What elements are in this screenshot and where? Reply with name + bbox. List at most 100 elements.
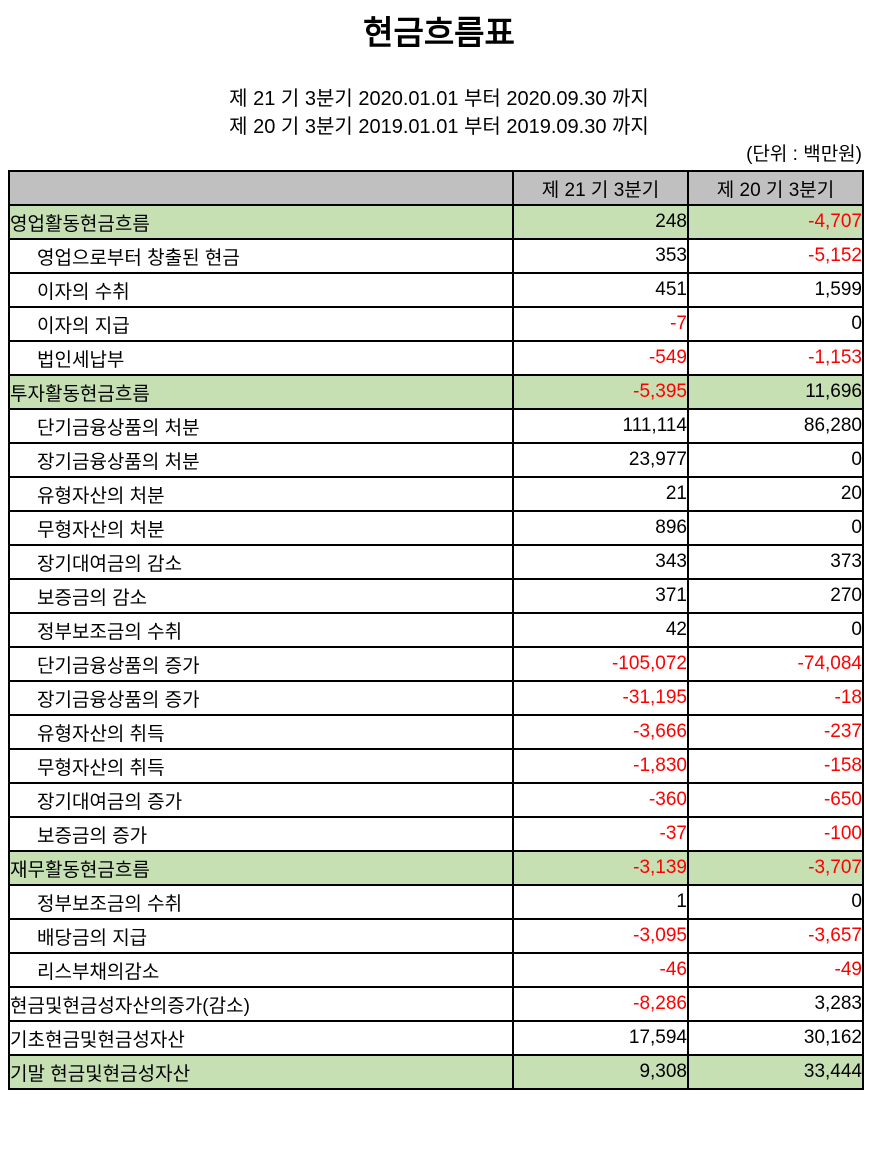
row-value-period-20: 0: [687, 306, 864, 342]
row-value-period-21: -7: [512, 306, 689, 342]
table-body: 영업활동현금흐름 248 -4,707 영업으로부터 창출된 현금 353 -5,152 이…: [8, 204, 864, 1090]
row-label: 단기금융상품의 처분: [8, 408, 514, 444]
row-value-period-20: 0: [687, 510, 864, 546]
row-value-period-21: 42: [512, 612, 689, 648]
row-value-period-20: -650: [687, 782, 864, 818]
row-value-period-21: 353: [512, 238, 689, 274]
row-label: 정부보조금의 수취: [8, 884, 514, 920]
row-value-period-21: -5,395: [512, 374, 689, 410]
report-period-line-1: 제 21 기 3분기 2020.01.01 부터 2020.09.30 까지: [229, 88, 649, 110]
row-value-period-20: 0: [687, 442, 864, 478]
row-value-period-21: -3,666: [512, 714, 689, 750]
row-value-period-21: 111,114: [512, 408, 689, 444]
cash-flow-table: 제 21 기 3분기 제 20 기 3분기 영업활동현금흐름 248 -4,707 영…: [8, 170, 864, 1090]
row-label: 유형자산의 취득: [8, 714, 514, 750]
row-value-period-21: 896: [512, 510, 689, 546]
table-row: 법인세납부 -549 -1,153: [8, 340, 864, 376]
row-value-period-20: -3,707: [687, 850, 864, 886]
row-label: 무형자산의 취득: [8, 748, 514, 784]
col-header-period-21: 제 21 기 3분기: [512, 170, 689, 206]
row-value-period-21: -360: [512, 782, 689, 818]
table-row: 장기대여금의 증가 -360 -650: [8, 782, 864, 818]
table-row: 장기금융상품의 증가 -31,195 -18: [8, 680, 864, 716]
row-label: 단기금융상품의 증가: [8, 646, 514, 682]
table-row: 리스부채의감소 -46 -49: [8, 952, 864, 988]
unit-note: (단위 : 백만원): [746, 144, 862, 165]
row-label: 법인세납부: [8, 340, 514, 376]
table-row: 단기금융상품의 증가 -105,072 -74,084: [8, 646, 864, 682]
report-periods: 제 21 기 3분기 2020.01.01 부터 2020.09.30 까지 제…: [0, 85, 878, 141]
row-value-period-20: -49: [687, 952, 864, 988]
row-value-period-21: 21: [512, 476, 689, 512]
table-row: 보증금의 감소 371 270: [8, 578, 864, 614]
row-value-period-21: -549: [512, 340, 689, 376]
row-value-period-21: 371: [512, 578, 689, 614]
row-value-period-21: -8,286: [512, 986, 689, 1022]
row-label: 기초현금및현금성자산: [8, 1020, 514, 1056]
row-value-period-21: 343: [512, 544, 689, 580]
table-row: 기초현금및현금성자산 17,594 30,162: [8, 1020, 864, 1056]
row-value-period-20: -158: [687, 748, 864, 784]
row-value-period-20: 373: [687, 544, 864, 580]
row-value-period-20: 0: [687, 884, 864, 920]
row-value-period-21: -1,830: [512, 748, 689, 784]
row-label: 이자의 지급: [8, 306, 514, 342]
row-value-period-21: -105,072: [512, 646, 689, 682]
row-value-period-21: -3,139: [512, 850, 689, 886]
row-value-period-20: 20: [687, 476, 864, 512]
table-row: 영업활동현금흐름 248 -4,707: [8, 204, 864, 240]
row-value-period-20: -4,707: [687, 204, 864, 240]
row-value-period-20: -237: [687, 714, 864, 750]
table-row: 무형자산의 처분 896 0: [8, 510, 864, 546]
row-value-period-20: 33,444: [687, 1054, 864, 1090]
table-row: 영업으로부터 창출된 현금 353 -5,152: [8, 238, 864, 274]
table-row: 기말 현금및현금성자산 9,308 33,444: [8, 1054, 864, 1090]
row-label: 유형자산의 처분: [8, 476, 514, 512]
table-row: 재무활동현금흐름 -3,139 -3,707: [8, 850, 864, 886]
table-row: 이자의 지급 -7 0: [8, 306, 864, 342]
row-label: 보증금의 증가: [8, 816, 514, 852]
row-value-period-21: 17,594: [512, 1020, 689, 1056]
row-value-period-20: 1,599: [687, 272, 864, 308]
table-row: 보증금의 증가 -37 -100: [8, 816, 864, 852]
table-row: 정부보조금의 수취 42 0: [8, 612, 864, 648]
row-label: 영업활동현금흐름: [8, 204, 514, 240]
table-row: 유형자산의 취득 -3,666 -237: [8, 714, 864, 750]
row-value-period-21: 248: [512, 204, 689, 240]
table-row: 무형자산의 취득 -1,830 -158: [8, 748, 864, 784]
row-value-period-21: 451: [512, 272, 689, 308]
row-value-period-20: 270: [687, 578, 864, 614]
row-value-period-20: -100: [687, 816, 864, 852]
row-value-period-21: 1: [512, 884, 689, 920]
table-row: 정부보조금의 수취 1 0: [8, 884, 864, 920]
row-value-period-20: -18: [687, 680, 864, 716]
row-label: 장기대여금의 감소: [8, 544, 514, 580]
table-row: 배당금의 지급 -3,095 -3,657: [8, 918, 864, 954]
table-row: 현금및현금성자산의증가(감소) -8,286 3,283: [8, 986, 864, 1022]
report-period-line-2: 제 20 기 3분기 2019.01.01 부터 2019.09.30 까지: [229, 116, 649, 138]
row-label: 장기금융상품의 증가: [8, 680, 514, 716]
row-label: 리스부채의감소: [8, 952, 514, 988]
col-header-period-20: 제 20 기 3분기: [687, 170, 864, 206]
row-label: 현금및현금성자산의증가(감소): [8, 986, 514, 1022]
row-label: 장기금융상품의 처분: [8, 442, 514, 478]
row-label: 장기대여금의 증가: [8, 782, 514, 818]
table-row: 투자활동현금흐름 -5,395 11,696: [8, 374, 864, 410]
row-value-period-20: -1,153: [687, 340, 864, 376]
table-header-row: 제 21 기 3분기 제 20 기 3분기: [8, 170, 864, 206]
row-value-period-20: 3,283: [687, 986, 864, 1022]
row-label: 기말 현금및현금성자산: [8, 1054, 514, 1090]
row-label: 보증금의 감소: [8, 578, 514, 614]
row-value-period-20: 0: [687, 612, 864, 648]
row-label: 재무활동현금흐름: [8, 850, 514, 886]
row-value-period-21: -3,095: [512, 918, 689, 954]
row-value-period-20: 30,162: [687, 1020, 864, 1056]
row-label: 이자의 수취: [8, 272, 514, 308]
row-value-period-20: 86,280: [687, 408, 864, 444]
col-header-account: [8, 170, 514, 206]
row-value-period-20: -3,657: [687, 918, 864, 954]
row-value-period-21: -46: [512, 952, 689, 988]
row-label: 무형자산의 처분: [8, 510, 514, 546]
row-value-period-20: -5,152: [687, 238, 864, 274]
table-row: 유형자산의 처분 21 20: [8, 476, 864, 512]
